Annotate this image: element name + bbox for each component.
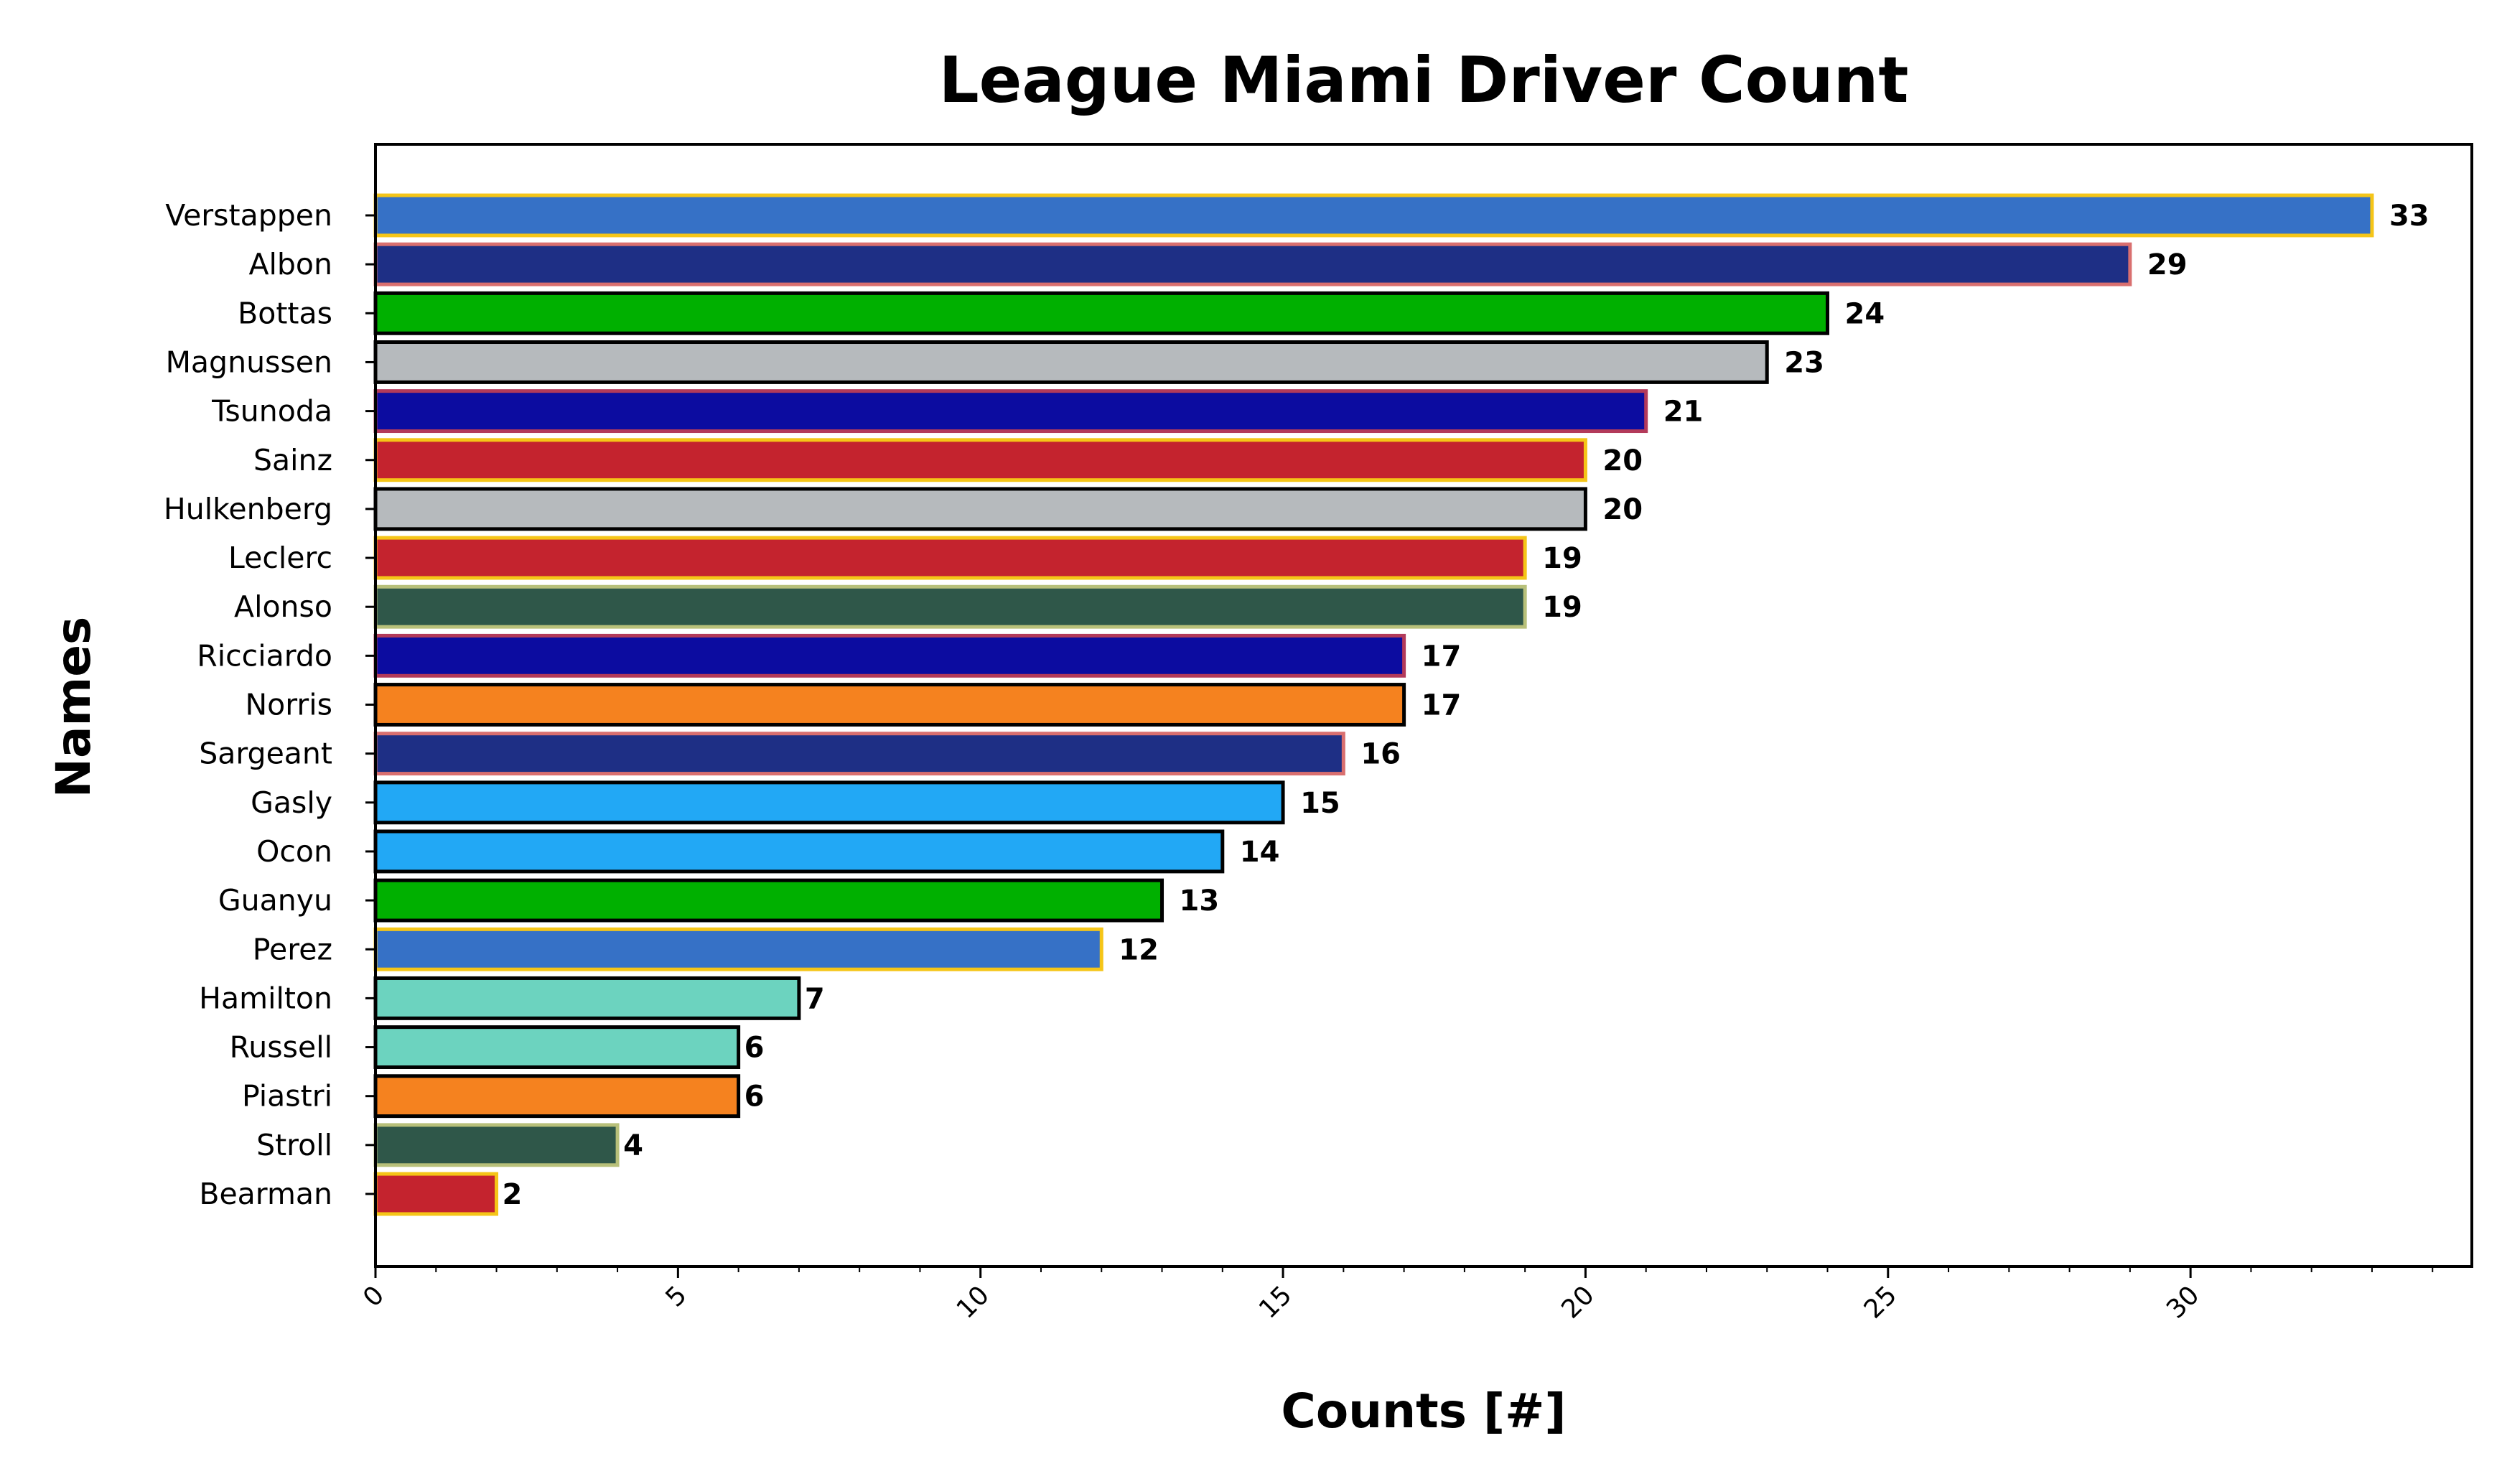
x-tick-label: 20: [1556, 1280, 1600, 1324]
bar-sargeant: [373, 732, 1345, 776]
y-tick-label: Stroll: [256, 1128, 332, 1162]
bar-norris: [373, 683, 1406, 727]
plot-area-frame: [374, 143, 2473, 1268]
bar-perez: [373, 927, 1103, 971]
bar-sainz: [373, 438, 1587, 482]
bar-bottas: [373, 291, 1830, 335]
y-tick-label: Magnussen: [166, 345, 332, 379]
value-label: 20: [1602, 493, 1643, 526]
y-tick-label: Ricciardo: [197, 638, 332, 673]
x-tick-label: 5: [660, 1280, 693, 1312]
bar-ocon: [373, 829, 1225, 874]
value-label: 24: [1845, 297, 1885, 330]
y-tick-label: Perez: [253, 932, 332, 966]
y-tick-label: Tsunoda: [211, 394, 332, 429]
bar-alonso: [373, 584, 1527, 629]
y-tick-label: Albon: [248, 247, 332, 281]
value-label: 12: [1119, 933, 1159, 966]
value-label: 19: [1542, 542, 1582, 575]
x-tick-label: 25: [1859, 1280, 1903, 1324]
bar-tsunoda: [373, 389, 1648, 434]
bar-albon: [373, 242, 2132, 286]
bar-magnussen: [373, 340, 1769, 384]
y-tick-label: Hamilton: [199, 981, 332, 1015]
y-tick-label: Alonso: [234, 589, 332, 624]
y-tick-label: Guanyu: [218, 883, 332, 918]
value-labels-group: 33 29 24 23 21 20 20 19 19 17 17 16 15 14 13 12 7 6 6 4 2: [503, 200, 2429, 1211]
value-label: 2: [503, 1178, 523, 1211]
y-tick-label: Piastri: [242, 1079, 332, 1114]
bar-stroll: [373, 1123, 620, 1167]
y-tick-label: Ocon: [256, 834, 332, 869]
x-tick-label: 0: [358, 1280, 390, 1312]
bar-hamilton: [373, 976, 801, 1020]
value-label: 21: [1663, 396, 1704, 429]
y-tick-label: Russell: [230, 1030, 332, 1065]
value-label: 6: [744, 1081, 765, 1114]
value-label: 23: [1784, 346, 1824, 379]
bar-bearman: [373, 1172, 499, 1216]
y-tick-label: Leclerc: [228, 541, 332, 575]
y-tick-label: Verstappen: [165, 198, 332, 233]
bar-hulkenberg: [373, 487, 1587, 531]
value-label: 17: [1422, 689, 1462, 722]
value-label: 19: [1542, 591, 1582, 624]
bar-piastri: [373, 1074, 741, 1119]
bars-group: [373, 193, 2374, 1216]
chart-title: League Miami Driver Count: [939, 43, 1909, 117]
x-tick-label: 15: [1254, 1280, 1297, 1324]
x-axis-label: Counts [#]: [1281, 1383, 1566, 1439]
value-label: 16: [1360, 738, 1401, 771]
bar-guanyu: [373, 878, 1164, 923]
x-tick-label: 30: [2161, 1280, 2205, 1324]
bar-russell: [373, 1025, 741, 1069]
value-label: 4: [623, 1129, 643, 1162]
bar-verstappen: [373, 193, 2374, 238]
value-label: 15: [1300, 787, 1340, 820]
value-label: 29: [2147, 248, 2188, 281]
value-label: 6: [744, 1032, 765, 1065]
bar-leclerc: [373, 536, 1527, 580]
value-label: 7: [805, 982, 825, 1015]
value-label: 17: [1422, 640, 1462, 673]
x-tick-label: 10: [951, 1280, 995, 1324]
bar-ricciardo: [373, 633, 1406, 678]
y-tick-label: Bottas: [238, 296, 332, 330]
y-tick-label: Hulkenberg: [164, 492, 332, 526]
x-axis-ticks: 0 5 10 15 20 25 30: [358, 1266, 2434, 1325]
value-label: 33: [2389, 200, 2429, 233]
bar-gasly: [373, 780, 1285, 825]
y-tick-label: Sainz: [253, 443, 332, 477]
value-label: 20: [1602, 444, 1643, 477]
y-tick-label: Sargeant: [199, 737, 332, 771]
y-tick-label: Gasly: [251, 785, 332, 820]
y-axis-label: Names: [46, 617, 101, 798]
y-tick-label: Norris: [246, 688, 333, 722]
value-label: 13: [1180, 885, 1220, 918]
y-axis-ticks: Verstappen Albon Bottas Magnussen Tsunoda Sai…: [164, 198, 375, 1211]
value-label: 14: [1240, 836, 1280, 869]
y-tick-label: Bearman: [199, 1177, 332, 1211]
